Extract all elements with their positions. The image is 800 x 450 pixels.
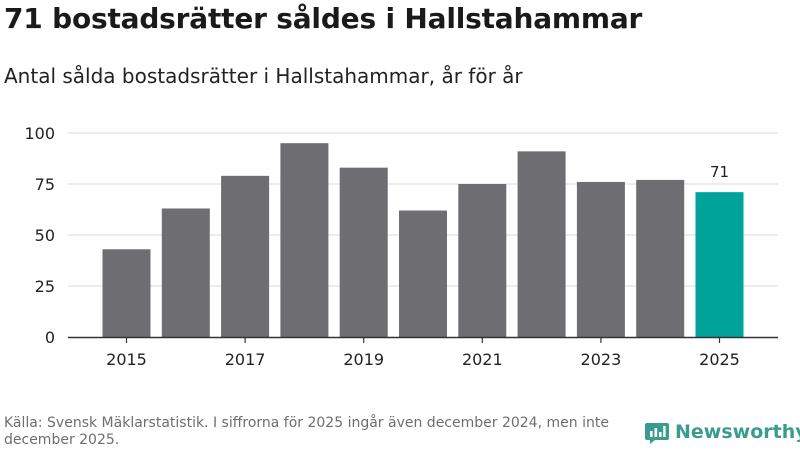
newsworthy-logo: Newsworthy [645, 420, 800, 444]
x-tick-label-2025: 2025 [699, 350, 740, 369]
y-tick-label-0: 0 [45, 328, 55, 347]
x-tick-label-2015: 2015 [106, 350, 147, 369]
x-tick-label-2019: 2019 [343, 350, 384, 369]
bars [102, 143, 744, 337]
y-tick-label-25: 25 [35, 277, 55, 296]
newsworthy-chart-icon [645, 423, 669, 444]
x-tick-label-2023: 2023 [581, 350, 622, 369]
bar-2016 [161, 208, 210, 337]
bar-2022 [517, 151, 566, 337]
y-tick-label-50: 50 [35, 226, 55, 245]
bar-2018 [280, 143, 329, 337]
x-tick-label-2021: 2021 [462, 350, 503, 369]
source-note: Källa: Svensk Mäklarstatistik. I siffror… [4, 415, 609, 448]
bar-2020 [399, 210, 447, 337]
x-axis-ticks: 2015 2017 2019 2021 2023 2025 [106, 337, 740, 369]
bar-chart: 0 25 50 75 100 71 2015 2017 2019 2021 2023 2025 [24, 124, 778, 369]
y-tick-label-75: 75 [35, 175, 55, 194]
bar-2025 [695, 192, 744, 337]
bar-2023 [576, 181, 625, 337]
data-labels: 71 [710, 163, 729, 181]
bar-2019 [339, 167, 388, 337]
bar-2015 [102, 249, 151, 337]
bar-2021 [458, 184, 507, 337]
y-tick-label-100: 100 [24, 124, 55, 143]
brand-name: Newsworthy [675, 421, 800, 443]
chart-title: 71 bostadsrätter såldes i Hallstahammar [4, 2, 643, 35]
bar-2024 [636, 179, 685, 337]
x-tick-label-2017: 2017 [225, 350, 266, 369]
chart-subtitle: Antal sålda bostadsrätter i Hallstahamma… [4, 64, 523, 88]
bar-2017 [221, 175, 270, 337]
y-axis-ticks: 0 25 50 75 100 [24, 124, 55, 347]
data-label-2025: 71 [710, 163, 729, 181]
